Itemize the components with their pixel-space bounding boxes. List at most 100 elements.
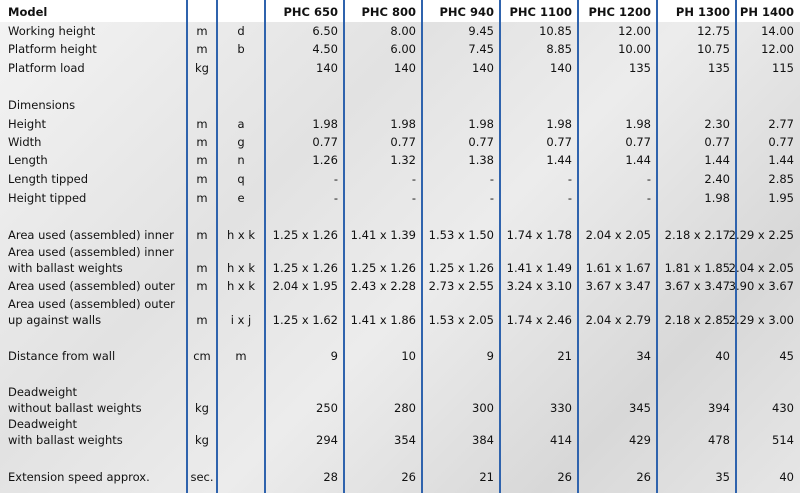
cell-value: 2.29 x 3.00 [728,313,794,327]
cell-value: 300 [472,401,494,415]
cell-value: 1.25 x 1.26 [428,261,494,275]
cell-value: 8.85 [546,42,572,56]
cell-value: 1.26 [312,153,338,167]
symbol: h x k [226,228,256,242]
symbol: q [237,172,245,186]
unit: m [196,24,208,38]
cell-value: 1.32 [390,153,416,167]
cell-value: 1.98 [704,191,730,205]
symbol: g [237,135,245,149]
cell-value: 12.00 [761,42,794,56]
cell-value: 1.74 x 1.78 [506,228,572,242]
cell-value: 2.04 x 1.95 [272,279,338,293]
cell-value: 2.29 x 2.25 [728,228,794,242]
row-label: Distance from wall [8,349,116,363]
row-label: without ballast weights [8,401,142,415]
unit: m [196,261,208,275]
cell-value: 135 [708,61,730,75]
row-label: Platform load [8,61,85,75]
cell-value: 0.77 [546,135,572,149]
cell-value: 40 [779,470,794,484]
cell-value: 430 [772,401,794,415]
cell-value: 35 [715,470,730,484]
header-label: Model [8,5,48,19]
unit: m [196,279,208,293]
model-header: PHC 1100 [509,5,572,19]
cell-value: 330 [550,401,572,415]
column-rule [499,0,501,493]
unit: m [196,153,208,167]
cell-value: 414 [550,433,572,447]
model-header: PHC 1200 [588,5,651,19]
column-rule [421,0,423,493]
cell-value: 1.25 x 1.26 [272,261,338,275]
row-label: Platform height [8,42,97,56]
cell-value: 1.38 [468,153,494,167]
cell-value: 40 [715,349,730,363]
cell-value: - [646,172,651,186]
row-label: Length tipped [8,172,89,186]
row-label: Length [8,153,48,167]
symbol: e [237,191,245,205]
cell-value: 140 [472,61,494,75]
column-rule [656,0,658,493]
header-band [0,0,800,22]
cell-value: 1.41 x 1.86 [350,313,416,327]
column-rule [216,0,218,493]
cell-value: 140 [550,61,572,75]
cell-value: 3.24 x 3.10 [506,279,572,293]
cell-value: 2.40 [704,172,730,186]
cell-value: 9.45 [468,24,494,38]
cell-value: 9 [330,349,338,363]
unit: m [196,42,208,56]
cell-value: 2.18 x 2.85 [664,313,730,327]
unit: m [196,117,208,131]
cell-value: 14.00 [761,24,794,38]
cell-value: 1.44 [704,153,730,167]
symbol: n [237,153,245,167]
cell-value: 354 [394,433,416,447]
cell-value: 7.45 [468,42,494,56]
cell-value: 26 [401,470,416,484]
row-label: up against walls [8,313,102,327]
cell-value: 345 [629,401,651,415]
row-label: Dimensions [8,98,76,112]
cell-value: 34 [636,349,651,363]
cell-value: 6.50 [312,24,338,38]
cell-value: 394 [708,401,730,415]
cell-value: 1.44 [546,153,572,167]
cell-value: 115 [772,61,794,75]
unit: m [196,228,208,242]
cell-value: 2.77 [768,117,794,131]
cell-value: 250 [316,401,338,415]
cell-value: 2.18 x 2.17 [664,228,730,242]
cell-value: 0.77 [312,135,338,149]
unit: kg [195,433,209,447]
model-header: PHC 800 [361,5,416,19]
cell-value: - [567,172,572,186]
column-rule [264,0,266,493]
unit: kg [195,401,209,415]
unit: m [196,313,208,327]
cell-value: 1.98 [625,117,651,131]
unit: sec. [190,470,214,484]
cell-value: 12.00 [618,24,651,38]
cell-value: 1.98 [468,117,494,131]
cell-value: 1.41 x 1.39 [350,228,416,242]
symbol: h x k [226,279,256,293]
cell-value: 2.04 x 2.05 [728,261,794,275]
cell-value: 1.98 [390,117,416,131]
row-label: with ballast weights [8,261,123,275]
row-label: Area used (assembled) inner [8,228,174,242]
cell-value: 21 [557,349,572,363]
unit: kg [195,61,209,75]
cell-value: 2.04 x 2.79 [585,313,651,327]
cell-value: 26 [636,470,651,484]
cell-value: 0.77 [768,135,794,149]
row-label: with ballast weights [8,433,123,447]
cell-value: 26 [557,470,572,484]
column-rule [186,0,188,493]
symbol: a [237,117,245,131]
cell-value: 0.77 [704,135,730,149]
column-rule [735,0,737,493]
